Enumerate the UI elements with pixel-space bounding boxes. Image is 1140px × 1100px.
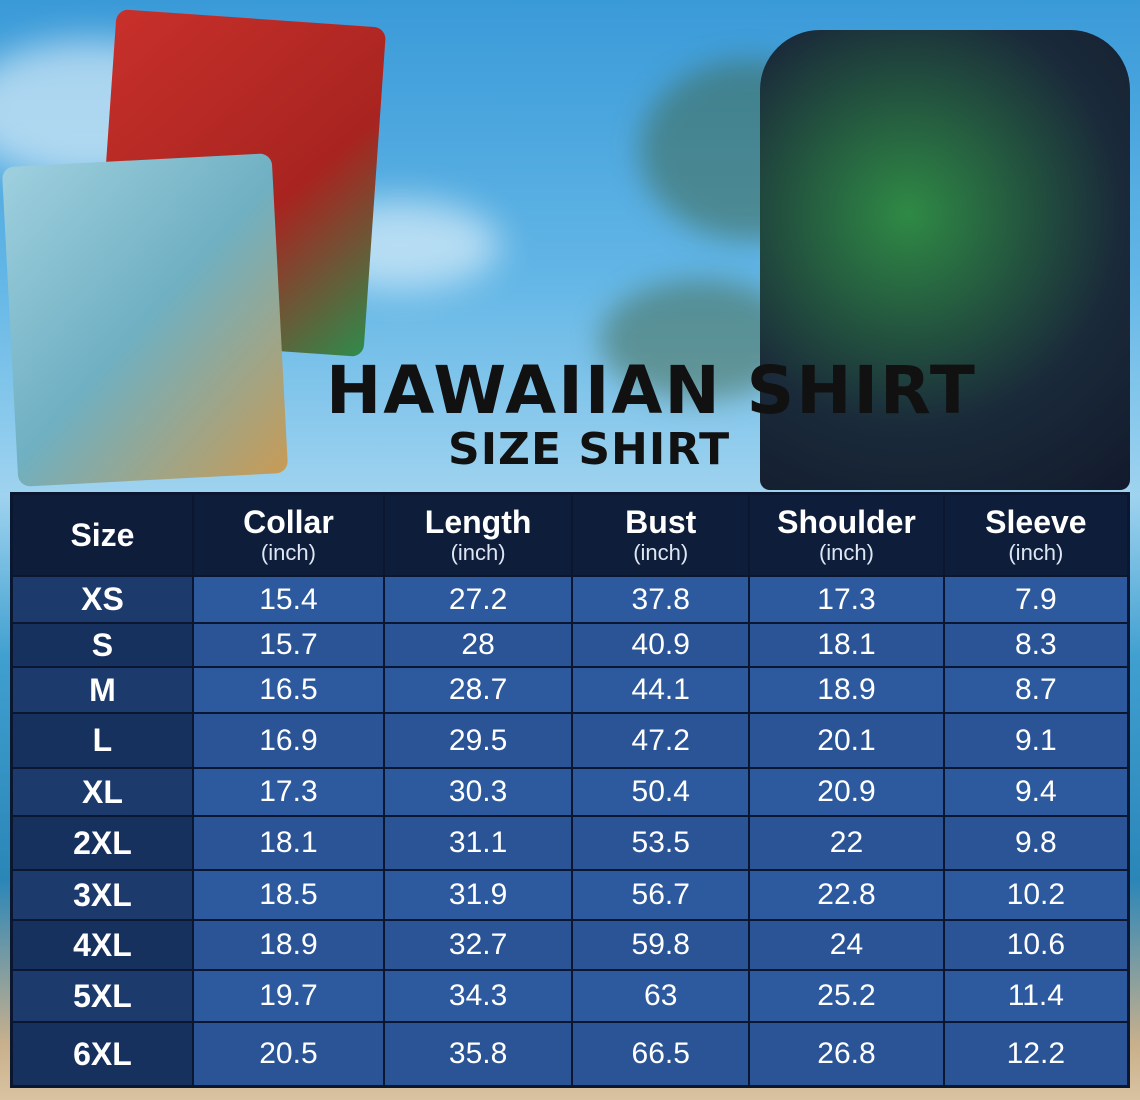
size-cell: XL <box>13 769 192 815</box>
column-header-sleeve: Sleeve (inch) <box>944 495 1127 575</box>
measurement-cell: 10.2 <box>944 871 1127 919</box>
measurement-cell: 9.1 <box>944 714 1127 767</box>
column-header-label: Size <box>70 517 135 553</box>
column-header-shoulder: Shoulder (inch) <box>750 495 943 575</box>
size-cell: S <box>13 624 192 666</box>
measurement-cell: 8.3 <box>944 624 1127 666</box>
measurement-cell: 24 <box>750 921 943 969</box>
measurement-cell: 59.8 <box>573 921 749 969</box>
model-flamingo-shirt-image <box>760 30 1130 490</box>
page-subtitle: SIZE SHIRT <box>448 424 731 475</box>
table-row: L 16.9 29.5 47.2 20.1 9.1 <box>13 714 1127 767</box>
measurement-cell: 20.1 <box>750 714 943 767</box>
measurement-cell: 9.4 <box>944 769 1127 815</box>
measurement-cell: 8.7 <box>944 668 1127 712</box>
size-chart-table: Size Collar (inch) Length (inch) Bust (inch) Sh… <box>10 492 1130 1088</box>
measurement-cell: 20.9 <box>750 769 943 815</box>
column-header-unit: (inch) <box>1008 540 1064 565</box>
page-title: HAWAIIAN SHIRT <box>326 352 977 429</box>
measurement-cell: 32.7 <box>384 921 572 969</box>
measurement-cell: 31.1 <box>384 817 572 869</box>
table-row: XL 17.3 30.3 50.4 20.9 9.4 <box>13 769 1127 815</box>
measurement-cell: 7.9 <box>944 577 1127 622</box>
size-cell: XS <box>13 577 192 622</box>
column-header-bust: Bust (inch) <box>573 495 749 575</box>
measurement-cell: 12.2 <box>944 1023 1127 1085</box>
measurement-cell: 66.5 <box>573 1023 749 1085</box>
table-row: S 15.7 28 40.9 18.1 8.3 <box>13 624 1127 666</box>
measurement-cell: 37.8 <box>573 577 749 622</box>
column-header-label: Collar <box>243 504 334 540</box>
measurement-cell: 56.7 <box>573 871 749 919</box>
measurement-cell: 30.3 <box>384 769 572 815</box>
measurement-cell: 10.6 <box>944 921 1127 969</box>
measurement-cell: 44.1 <box>573 668 749 712</box>
measurement-cell: 35.8 <box>384 1023 572 1085</box>
measurement-cell: 17.3 <box>750 577 943 622</box>
column-header-unit: (inch) <box>260 540 316 565</box>
table-row: 3XL 18.5 31.9 56.7 22.8 10.2 <box>13 871 1127 919</box>
size-cell: 2XL <box>13 817 192 869</box>
measurement-cell: 31.9 <box>384 871 572 919</box>
size-cell: 6XL <box>13 1023 192 1085</box>
measurement-cell: 11.4 <box>944 971 1127 1021</box>
column-header-length: Length (inch) <box>384 495 572 575</box>
table-header-row: Size Collar (inch) Length (inch) Bust (inch) Sh… <box>13 495 1127 575</box>
measurement-cell: 22.8 <box>750 871 943 919</box>
column-header-label: Length <box>424 504 532 540</box>
measurement-cell: 47.2 <box>573 714 749 767</box>
column-header-size: Size <box>13 495 192 575</box>
column-header-label: Bust <box>625 504 697 540</box>
measurement-cell: 16.5 <box>193 668 383 712</box>
measurement-cell: 28 <box>384 624 572 666</box>
size-cell: 3XL <box>13 871 192 919</box>
measurement-cell: 28.7 <box>384 668 572 712</box>
table-row: 4XL 18.9 32.7 59.8 24 10.6 <box>13 921 1127 969</box>
measurement-cell: 27.2 <box>384 577 572 622</box>
measurement-cell: 18.1 <box>750 624 943 666</box>
measurement-cell: 29.5 <box>384 714 572 767</box>
measurement-cell: 63 <box>573 971 749 1021</box>
measurement-cell: 19.7 <box>193 971 383 1021</box>
table-row: XS 15.4 27.2 37.8 17.3 7.9 <box>13 577 1127 622</box>
column-header-unit: (inch) <box>633 540 689 565</box>
measurement-cell: 18.9 <box>193 921 383 969</box>
measurement-cell: 34.3 <box>384 971 572 1021</box>
table-row: M 16.5 28.7 44.1 18.9 8.7 <box>13 668 1127 712</box>
size-cell: 4XL <box>13 921 192 969</box>
column-header-unit: (inch) <box>450 540 506 565</box>
measurement-cell: 15.7 <box>193 624 383 666</box>
measurement-cell: 18.1 <box>193 817 383 869</box>
measurement-cell: 20.5 <box>193 1023 383 1085</box>
size-cell: L <box>13 714 192 767</box>
table-row: 5XL 19.7 34.3 63 25.2 11.4 <box>13 971 1127 1021</box>
table-row: 2XL 18.1 31.1 53.5 22 9.8 <box>13 817 1127 869</box>
measurement-cell: 25.2 <box>750 971 943 1021</box>
measurement-cell: 15.4 <box>193 577 383 622</box>
measurement-cell: 17.3 <box>193 769 383 815</box>
measurement-cell: 26.8 <box>750 1023 943 1085</box>
blue-shirt-image <box>1 153 289 487</box>
measurement-cell: 16.9 <box>193 714 383 767</box>
column-header-unit: (inch) <box>818 540 874 565</box>
table-row: 6XL 20.5 35.8 66.5 26.8 12.2 <box>13 1023 1127 1085</box>
column-header-label: Sleeve <box>985 504 1087 540</box>
measurement-cell: 53.5 <box>573 817 749 869</box>
size-cell: M <box>13 668 192 712</box>
measurement-cell: 40.9 <box>573 624 749 666</box>
measurement-cell: 18.9 <box>750 668 943 712</box>
measurement-cell: 50.4 <box>573 769 749 815</box>
size-cell: 5XL <box>13 971 192 1021</box>
column-header-label: Shoulder <box>777 504 916 540</box>
measurement-cell: 9.8 <box>944 817 1127 869</box>
column-header-collar: Collar (inch) <box>193 495 383 575</box>
measurement-cell: 22 <box>750 817 943 869</box>
measurement-cell: 18.5 <box>193 871 383 919</box>
